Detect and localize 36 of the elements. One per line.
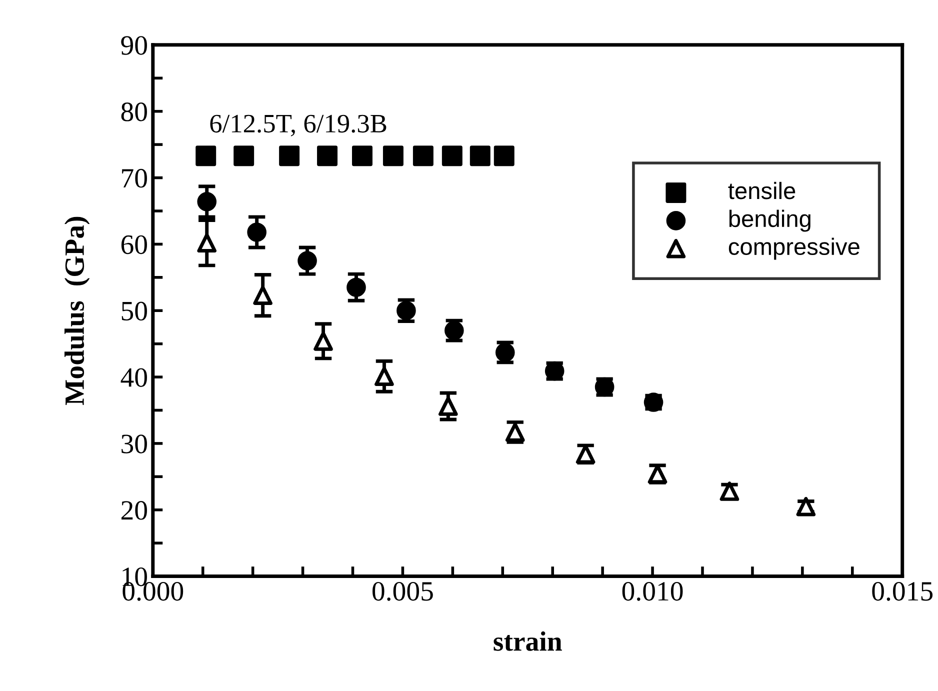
annotation: 6/12.5T, 6/19.3B <box>210 114 386 136</box>
point <box>382 146 404 166</box>
point <box>314 332 333 351</box>
point <box>412 146 434 166</box>
point <box>298 251 317 270</box>
legend-label: tensile <box>728 182 796 200</box>
legend-label: bending <box>729 210 810 232</box>
point <box>374 366 394 386</box>
point <box>279 146 300 166</box>
y-tick-label: 50 <box>122 302 147 321</box>
y-axis-title: Modulus (GPa) <box>64 216 90 406</box>
point <box>494 146 514 166</box>
y-tick-label: 30 <box>122 434 147 454</box>
y-tick-label: 80 <box>121 102 147 122</box>
point <box>438 396 458 416</box>
y-tick-label: 90 <box>121 36 147 55</box>
y-tick-label: 20 <box>121 501 147 520</box>
point <box>470 146 490 166</box>
x-axis-title: strain <box>494 631 562 651</box>
point <box>196 146 216 166</box>
point <box>197 233 217 253</box>
y-tick-label: 60 <box>121 235 147 254</box>
y-tick-label: 70 <box>122 168 147 188</box>
point <box>253 286 272 305</box>
x-tick-label: 0.010 <box>622 582 683 601</box>
y-tick-label: 40 <box>120 368 147 387</box>
point <box>346 278 366 298</box>
point <box>197 192 217 212</box>
x-tick-label: 0.005 <box>372 582 433 601</box>
point <box>247 222 266 242</box>
point <box>442 146 462 166</box>
legend-label: compressive <box>728 238 860 260</box>
point <box>234 146 254 166</box>
point <box>352 146 372 166</box>
point <box>317 146 338 166</box>
x-tick-label: 0.015 <box>872 582 933 601</box>
